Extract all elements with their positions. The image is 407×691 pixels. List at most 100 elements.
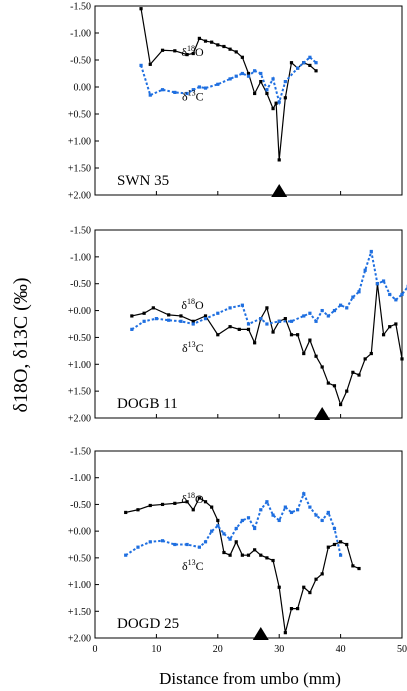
d13c-point [259,508,263,512]
d13c-point [203,317,208,321]
panel-3: -1.50 -1.00 -0.50 +0.00 +0.50 +1.00 +1.50 +2.00… [68,447,407,656]
d13c-point [234,526,238,531]
d18o-point [203,500,208,504]
d13c-point [259,71,263,76]
x-tick-label: 20 [213,644,223,655]
d13c-point [240,71,244,76]
series-label: δ13C [182,89,204,104]
y-tick-label: -0.50 [70,500,91,511]
marker-triangle [271,184,288,197]
y-tick-label: -1.50 [70,2,91,13]
d18o-point [283,96,287,100]
d18o-point [388,325,392,329]
d13c-point [277,100,281,104]
d18o-point [197,36,201,40]
d13c-point [302,314,306,318]
d13c-point [246,322,251,326]
d13c-point [203,540,208,544]
d13c-point [253,69,257,73]
d13c-point [259,317,263,321]
panel-2: -1.50 -1.00 -0.50 +0.00 +0.50 +1.00 +1.50 +2.00… [68,226,407,425]
d18o-point [400,357,404,361]
x-tick-label: 30 [274,644,284,655]
d18o-point [332,542,337,547]
d18o-point [289,61,294,65]
series-label: δ18O [181,44,204,59]
d18o-point [197,496,201,500]
d13c-point [160,88,165,92]
d13c-point [154,317,158,321]
d13c-point [167,318,171,322]
d13c-point [314,319,318,323]
d18o-point [369,351,373,356]
d13c-point [148,540,152,544]
d18o-point [283,317,287,321]
d18o-point [191,319,195,323]
y-tick-label: -0.50 [70,56,91,67]
d13c-point [185,542,189,547]
d13c-point [357,290,361,294]
d18o-point [142,311,146,315]
d18o-point [124,510,128,515]
d13c-point [394,298,398,302]
d18o-point [320,572,324,576]
d13c-point [210,529,214,533]
d18o-point [302,585,306,589]
d18o-point [179,314,183,318]
plot-frame [94,229,403,419]
d18o-point [381,333,386,337]
d13c-point [302,61,306,65]
d13c-point [277,319,281,323]
y-tick-label: 0.00 [74,83,92,94]
x-tick-label: 40 [336,644,346,655]
y-tick-label: +0.50 [68,333,91,344]
d13c-point [326,314,330,318]
d18o-point [216,43,220,47]
d18o-point [296,607,300,611]
d18o-series-line [131,283,403,407]
d13c-point [283,80,287,84]
d13c-point [265,500,269,504]
d13c-point [246,516,251,520]
d18o-point [351,564,355,568]
d18o-point [185,53,189,57]
d18o-series-line [125,497,360,633]
y-tick-label: +1.50 [68,164,91,175]
d18o-point [308,338,312,342]
d18o-point [173,501,177,505]
d18o-point [320,365,324,369]
panel-title: SWN 35 [117,173,169,189]
d18o-point [339,540,343,544]
y-tick-label: +0.00 [68,306,91,317]
d18o-point [160,502,165,507]
d18o-point [210,505,214,509]
x-tick-label: 50 [397,644,407,655]
y-axis-label: δ18O, δ13C (‰) [10,278,32,413]
plot-frame [94,5,403,196]
d18o-point [302,351,306,356]
x-tick-label: 0 [93,644,98,655]
d13c-point [197,545,201,549]
d13c-point [381,279,386,283]
d18o-point [228,553,232,557]
d18o-point [314,354,318,358]
d18o-point [191,508,195,512]
d18o-point [339,402,343,407]
d18o-point [345,389,349,393]
y-tick-label: +1.00 [68,580,91,591]
y-tick-label: +2.00 [68,634,91,645]
d18o-point [308,590,312,595]
d13c-point [308,311,312,315]
d18o-point [308,63,312,67]
y-tick-label: +2.00 [68,414,91,425]
panel-1: -1.50 -1.00 -0.50 0.00 +0.50 +1.00 +1.50 +2.00 δ… [68,2,403,202]
d13c-point [283,505,287,509]
d13c-point [296,508,300,512]
y-tick-label: -1.00 [70,252,91,263]
d18o-point [240,553,244,557]
d13c-point [320,518,324,523]
d18o-point [289,333,294,337]
d18o-point [357,566,361,571]
d13c-point [375,282,380,286]
d18o-point [277,585,281,589]
